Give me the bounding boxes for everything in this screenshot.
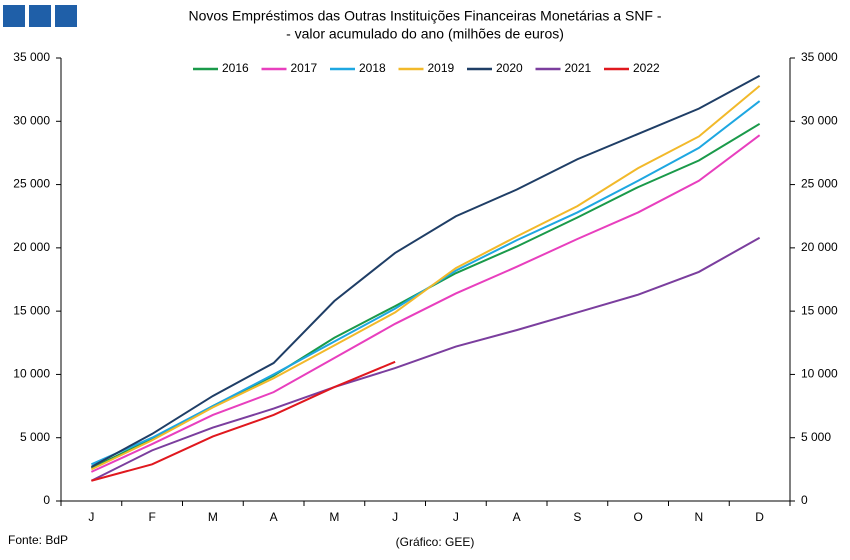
series-line (90, 85, 761, 471)
logo (3, 5, 25, 27)
series-line (91, 360, 396, 482)
legend-label: 2016 (222, 61, 249, 75)
y-tick-label: 10 000 (801, 367, 838, 381)
y-tick-label: 5 000 (801, 430, 831, 444)
y-tick-label: 15 000 (13, 303, 50, 317)
x-tick-label: A (270, 510, 278, 524)
x-tick-label: N (695, 510, 704, 524)
y-tick-label: 20 000 (801, 240, 838, 254)
x-tick-label: A (513, 510, 521, 524)
legend-label: 2018 (359, 61, 386, 75)
x-tick-label: O (633, 510, 642, 524)
series-line (90, 134, 761, 473)
y-tick-label: 20 000 (13, 240, 50, 254)
y-tick-label: 10 000 (13, 367, 50, 381)
chart-title: Novos Empréstimos das Outras Instituiçõe… (188, 8, 661, 24)
legend-label: 2021 (565, 61, 592, 75)
y-tick-label: 30 000 (13, 113, 50, 127)
y-tick-label: 0 (801, 493, 808, 507)
legend-label: 2022 (633, 61, 660, 75)
y-tick-label: 25 000 (801, 177, 838, 191)
y-tick-label: 0 (43, 493, 50, 507)
x-tick-label: M (208, 510, 218, 524)
y-tick-label: 5 000 (20, 430, 50, 444)
y-tick-label: 15 000 (801, 303, 838, 317)
credit: (Gráfico: GEE) (396, 535, 475, 549)
y-tick-label: 30 000 (801, 113, 838, 127)
x-tick-label: J (453, 510, 459, 524)
y-tick-label: 35 000 (801, 50, 838, 64)
logo (29, 5, 51, 27)
x-tick-label: F (148, 510, 155, 524)
x-tick-label: J (392, 510, 398, 524)
series-line (90, 74, 761, 468)
x-tick-label: J (88, 510, 94, 524)
x-tick-label: M (329, 510, 339, 524)
series-line (90, 236, 761, 482)
logo (55, 5, 77, 27)
legend-label: 2020 (496, 61, 523, 75)
x-tick-label: S (573, 510, 581, 524)
chart-subtitle: - valor acumulado do ano (milhões de eur… (286, 26, 564, 42)
y-tick-label: 35 000 (13, 50, 50, 64)
x-tick-label: D (755, 510, 764, 524)
y-tick-label: 25 000 (13, 177, 50, 191)
legend-label: 2017 (291, 61, 318, 75)
legend-label: 2019 (428, 61, 455, 75)
source: Fonte: BdP (8, 533, 68, 547)
